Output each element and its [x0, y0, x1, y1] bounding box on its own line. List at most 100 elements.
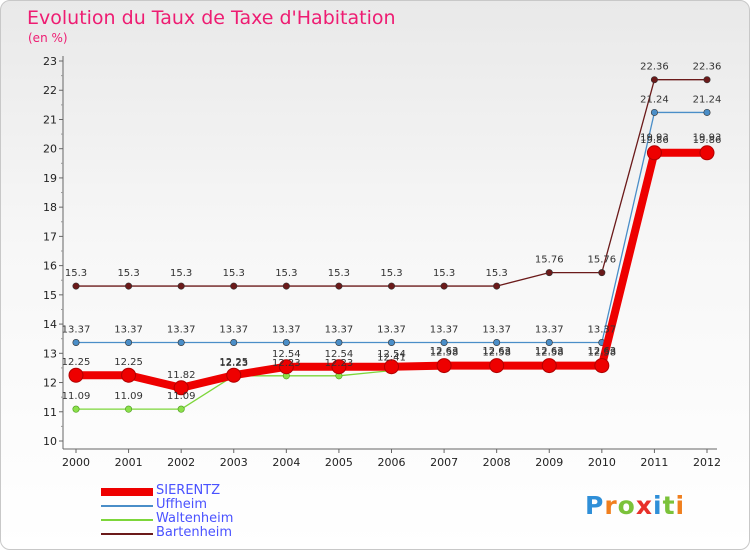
data-point-sierentz [331, 359, 347, 375]
data-point-bartenheim [545, 269, 553, 277]
data-label-bartenheim: 15.3 [486, 268, 508, 279]
data-point-bartenheim [72, 282, 80, 290]
data-point-uffheim [493, 338, 501, 346]
x-tick-label: 2010 [588, 456, 616, 469]
data-label-waltenheim: 12.63 [588, 346, 617, 357]
y-tick-label: 18 [43, 201, 57, 214]
x-tick-label: 2004 [272, 456, 300, 469]
data-label-bartenheim: 22.36 [640, 62, 669, 73]
data-point-uffheim [440, 338, 448, 346]
data-label-bartenheim: 15.76 [535, 255, 564, 266]
proxiti-logo: Proxiti [585, 491, 685, 520]
data-point-sierentz [226, 367, 242, 383]
x-tick-label: 2006 [378, 456, 406, 469]
logo-letter: i [675, 491, 686, 520]
data-point-bartenheim [335, 282, 343, 290]
data-point-uffheim [335, 338, 343, 346]
data-label-uffheim: 13.37 [430, 324, 459, 335]
data-point-uffheim [177, 338, 185, 346]
data-point-uffheim [72, 338, 80, 346]
data-label-bartenheim: 15.76 [588, 255, 617, 266]
data-point-sierentz [436, 358, 452, 374]
series-layer [68, 76, 715, 413]
logo-letter: r [604, 491, 618, 520]
legend-swatch-bartenheim [101, 533, 153, 535]
data-label-sierentz: 12.58 [482, 348, 511, 359]
data-label-uffheim: 21.24 [693, 94, 722, 105]
data-label-waltenheim: 11.09 [167, 391, 196, 402]
x-tick-label: 2011 [640, 456, 668, 469]
y-tick-label: 23 [43, 55, 57, 68]
data-label-sierentz: 12.25 [62, 357, 91, 368]
x-tick-label: 2008 [483, 456, 511, 469]
x-tick-label: 2005 [325, 456, 353, 469]
y-tick-label: 14 [43, 318, 57, 331]
y-tick-label: 10 [43, 435, 57, 448]
data-point-uffheim [282, 338, 290, 346]
x-tick-label: 2001 [115, 456, 143, 469]
legend-swatch-waltenheim [101, 519, 153, 521]
data-label-waltenheim: 19.93 [640, 133, 669, 144]
data-label-waltenheim: 12.23 [272, 358, 301, 369]
data-label-uffheim: 13.37 [535, 324, 564, 335]
data-label-waltenheim: 19.93 [693, 133, 722, 144]
data-label-bartenheim: 15.3 [275, 268, 297, 279]
data-label-waltenheim: 11.09 [62, 391, 91, 402]
data-label-bartenheim: 15.3 [65, 268, 87, 279]
data-label-waltenheim: 12.23 [325, 358, 354, 369]
data-label-sierentz: 12.54 [377, 349, 406, 360]
data-label-waltenheim: 11.09 [114, 391, 143, 402]
data-label-sierentz: 12.54 [272, 349, 301, 360]
data-point-bartenheim [440, 282, 448, 290]
data-label-uffheim: 13.37 [377, 324, 406, 335]
data-point-waltenheim [72, 405, 80, 413]
data-label-uffheim: 13.37 [325, 324, 354, 335]
data-point-bartenheim [387, 282, 395, 290]
data-point-bartenheim [282, 282, 290, 290]
y-tick-label: 15 [43, 289, 57, 302]
y-tick-label: 16 [43, 260, 57, 273]
logo-letter: x [635, 491, 653, 520]
x-tick-label: 2012 [693, 456, 721, 469]
x-tick-label: 2007 [430, 456, 458, 469]
data-label-waltenheim: 12.23 [219, 358, 248, 369]
data-label-bartenheim: 15.3 [328, 268, 350, 279]
y-tick-label: 20 [43, 143, 57, 156]
data-label-waltenheim: 12.63 [482, 346, 511, 357]
data-point-uffheim [545, 338, 553, 346]
data-point-uffheim [387, 338, 395, 346]
data-label-sierentz: 11.82 [167, 370, 196, 381]
data-point-uffheim [703, 108, 711, 116]
data-point-sierentz [594, 358, 610, 374]
data-label-waltenheim: 12.63 [430, 346, 459, 357]
data-point-bartenheim [598, 269, 606, 277]
data-label-uffheim: 13.37 [588, 324, 617, 335]
data-label-uffheim: 21.24 [640, 94, 669, 105]
data-point-bartenheim [125, 282, 133, 290]
legend-label-waltenheim: Waltenheim [156, 511, 234, 526]
data-point-bartenheim [230, 282, 238, 290]
y-tick-label: 11 [43, 406, 57, 419]
data-point-sierentz [489, 358, 505, 374]
legend-swatch-sierentz [101, 488, 153, 496]
data-label-sierentz: 12.25 [219, 357, 248, 368]
y-tick-label: 21 [43, 113, 57, 126]
data-point-sierentz [173, 380, 189, 396]
data-label-uffheim: 13.37 [482, 324, 511, 335]
data-label-sierentz: 12.58 [588, 348, 617, 359]
x-tick-label: 2002 [167, 456, 195, 469]
data-point-bartenheim [703, 76, 711, 84]
legend-swatch-uffheim [101, 505, 153, 507]
x-tick-label: 2003 [220, 456, 248, 469]
data-label-waltenheim: 12.41 [377, 353, 406, 364]
legend-label-sierentz: SIERENTZ [156, 483, 221, 498]
data-label-waltenheim: 12.63 [535, 346, 564, 357]
data-label-bartenheim: 22.36 [693, 62, 722, 73]
logo-letter: t [662, 491, 676, 520]
data-point-uffheim [650, 108, 658, 116]
data-label-uffheim: 13.37 [219, 324, 248, 335]
logo-letter: i [653, 491, 663, 520]
data-label-sierentz: 19.86 [640, 135, 669, 146]
